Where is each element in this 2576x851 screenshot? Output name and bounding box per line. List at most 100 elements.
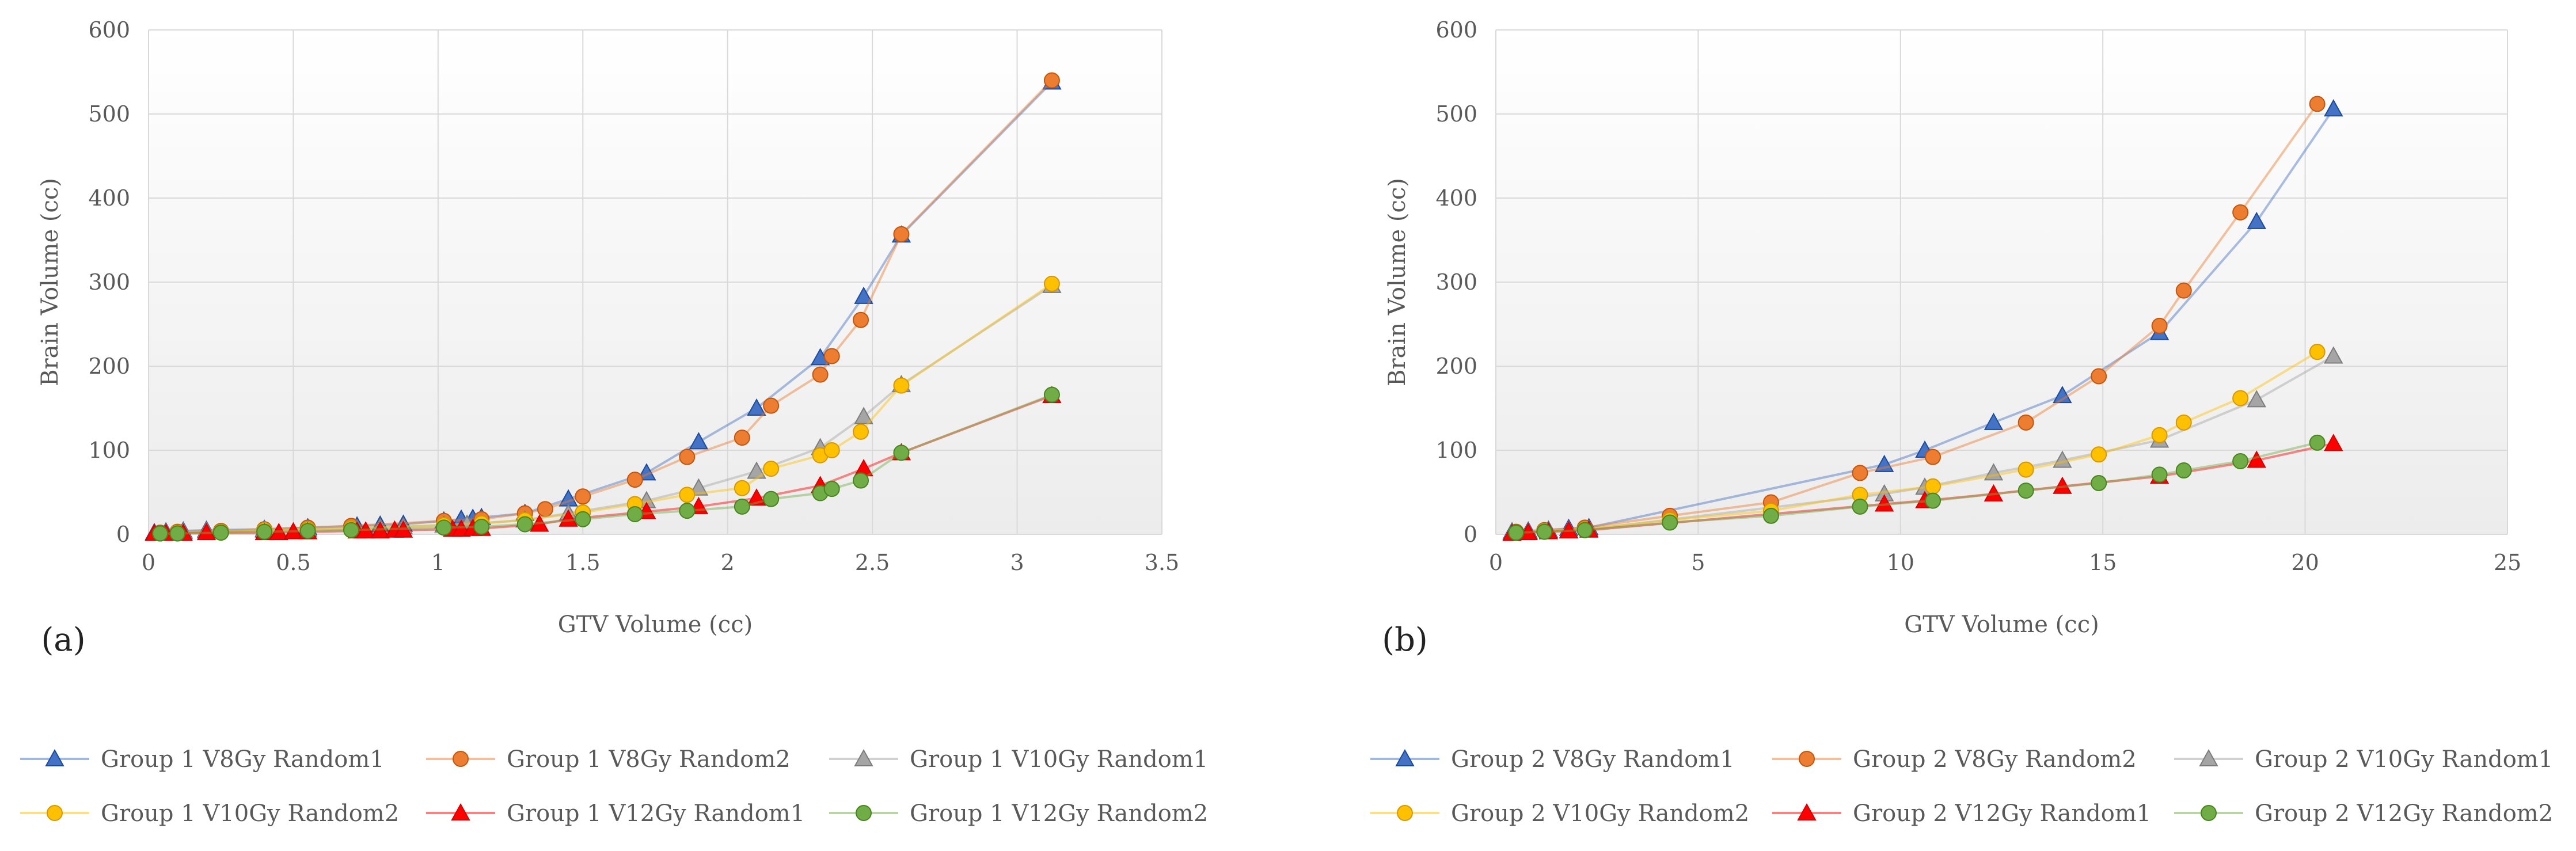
data-point	[734, 430, 750, 446]
legend-label: Group 2 V8Gy Random1	[1451, 746, 1735, 773]
data-point	[823, 348, 840, 364]
y-tick-label: 300	[1435, 269, 1477, 295]
legend: Group 2 V8Gy Random1 Group 2 V8Gy Random2…	[1370, 746, 2553, 827]
data-point	[747, 398, 766, 416]
legend-label: Group 1 V8Gy Random1	[101, 746, 385, 773]
y-axis-title: Brain Volume (cc)	[37, 178, 63, 386]
x-tick-label: 20	[2291, 550, 2319, 575]
data-point	[1874, 454, 1894, 472]
data-point	[626, 472, 643, 488]
data-point	[2232, 390, 2249, 406]
data-point	[823, 481, 840, 497]
data-point	[2175, 462, 2192, 479]
data-point	[1925, 478, 1942, 495]
data-point	[435, 519, 452, 536]
series-group-1-v12gy-random2	[152, 386, 1060, 542]
data-point	[1874, 494, 1894, 512]
data-point	[2232, 204, 2249, 221]
data-point	[823, 442, 840, 458]
data-point	[370, 521, 390, 539]
legend-item: Group 2 V12Gy Random2	[2174, 800, 2553, 827]
data-point	[2053, 450, 2072, 468]
data-point	[2175, 414, 2192, 431]
data-point	[1508, 525, 1525, 541]
data-point	[689, 432, 709, 450]
data-point	[1536, 523, 1553, 540]
data-point	[1925, 449, 1942, 465]
data-point	[747, 461, 766, 479]
y-tick-label: 200	[88, 354, 130, 379]
legend-marker	[451, 803, 470, 820]
data-point	[2247, 450, 2266, 468]
data-point	[679, 503, 696, 519]
data-point	[516, 516, 533, 533]
data-point	[2309, 344, 2326, 360]
data-point	[763, 461, 780, 477]
data-point	[152, 525, 169, 542]
legend-label: Group 2 V8Gy Random2	[1853, 746, 2137, 773]
data-point	[2053, 476, 2072, 494]
data-point	[2309, 434, 2326, 451]
data-point	[1043, 386, 1060, 403]
data-point	[2018, 414, 2034, 431]
data-point	[2324, 434, 2343, 451]
data-point	[473, 518, 490, 535]
legend-label: Group 1 V10Gy Random1	[910, 746, 1208, 773]
data-point	[2309, 96, 2326, 112]
data-point	[2247, 211, 2266, 229]
y-tick-label: 0	[1464, 522, 1477, 547]
data-point	[1043, 72, 1060, 89]
x-tick-label: 5	[1691, 550, 1705, 575]
y-tick-label: 0	[116, 522, 130, 547]
data-point	[343, 522, 359, 538]
x-tick-label: 10	[1887, 550, 1914, 575]
data-point	[2091, 474, 2107, 491]
data-point	[2151, 317, 2168, 334]
data-point	[1852, 498, 1868, 515]
legend-label: Group 2 V10Gy Random1	[2255, 746, 2553, 773]
legend: Group 1 V8Gy Random1 Group 1 V8Gy Random2…	[20, 746, 1208, 827]
data-point	[356, 521, 375, 539]
legend-label: Group 1 V12Gy Random1	[507, 800, 805, 827]
y-tick-label: 500	[88, 101, 130, 127]
legend-marker	[854, 749, 873, 766]
x-tick-label: 25	[2494, 550, 2521, 575]
legend-marker	[1797, 803, 1817, 820]
y-tick-label: 200	[1435, 354, 1477, 379]
x-tick-label: 3	[1010, 550, 1024, 575]
legend-item: Group 1 V10Gy Random2	[20, 800, 399, 827]
data-point	[2232, 453, 2249, 469]
data-point	[393, 520, 413, 538]
data-point	[853, 423, 869, 440]
data-point	[169, 525, 186, 542]
legend-item: Group 2 V10Gy Random1	[2174, 746, 2553, 773]
y-axis-title: Brain Volume (cc)	[1384, 178, 1411, 386]
data-point	[299, 523, 316, 540]
legend-label: Group 2 V12Gy Random1	[1853, 800, 2151, 827]
data-point	[893, 377, 910, 394]
chart-panel-a: 0 0.5 1 1.5 2 2.5 3 3.5 0 100 200 300 400 500 600 GTV V…	[20, 17, 1208, 827]
x-axis-title: GTV Volume (cc)	[558, 611, 753, 638]
legend-item: Group 1 V8Gy Random2	[426, 746, 791, 773]
legend-marker	[2199, 749, 2218, 766]
y-tick-label: 100	[88, 438, 130, 463]
data-point	[763, 397, 780, 414]
x-tick-label: 1	[431, 550, 445, 575]
data-point	[530, 514, 549, 532]
legend-marker	[856, 805, 872, 821]
data-point	[558, 509, 578, 527]
data-point	[2324, 99, 2343, 117]
data-point	[854, 286, 873, 304]
data-point	[1662, 514, 1678, 531]
data-point	[256, 523, 273, 540]
data-point	[853, 472, 869, 489]
data-point	[893, 445, 910, 461]
data-point	[2018, 483, 2034, 499]
data-point	[2247, 390, 2266, 408]
x-tick-label: 2	[721, 550, 735, 575]
legend-item: Group 1 V8Gy Random1	[20, 746, 385, 773]
data-point	[689, 478, 709, 496]
x-tick-label: 1.5	[565, 550, 600, 575]
legend-item: Group 2 V8Gy Random2	[1772, 746, 2137, 773]
